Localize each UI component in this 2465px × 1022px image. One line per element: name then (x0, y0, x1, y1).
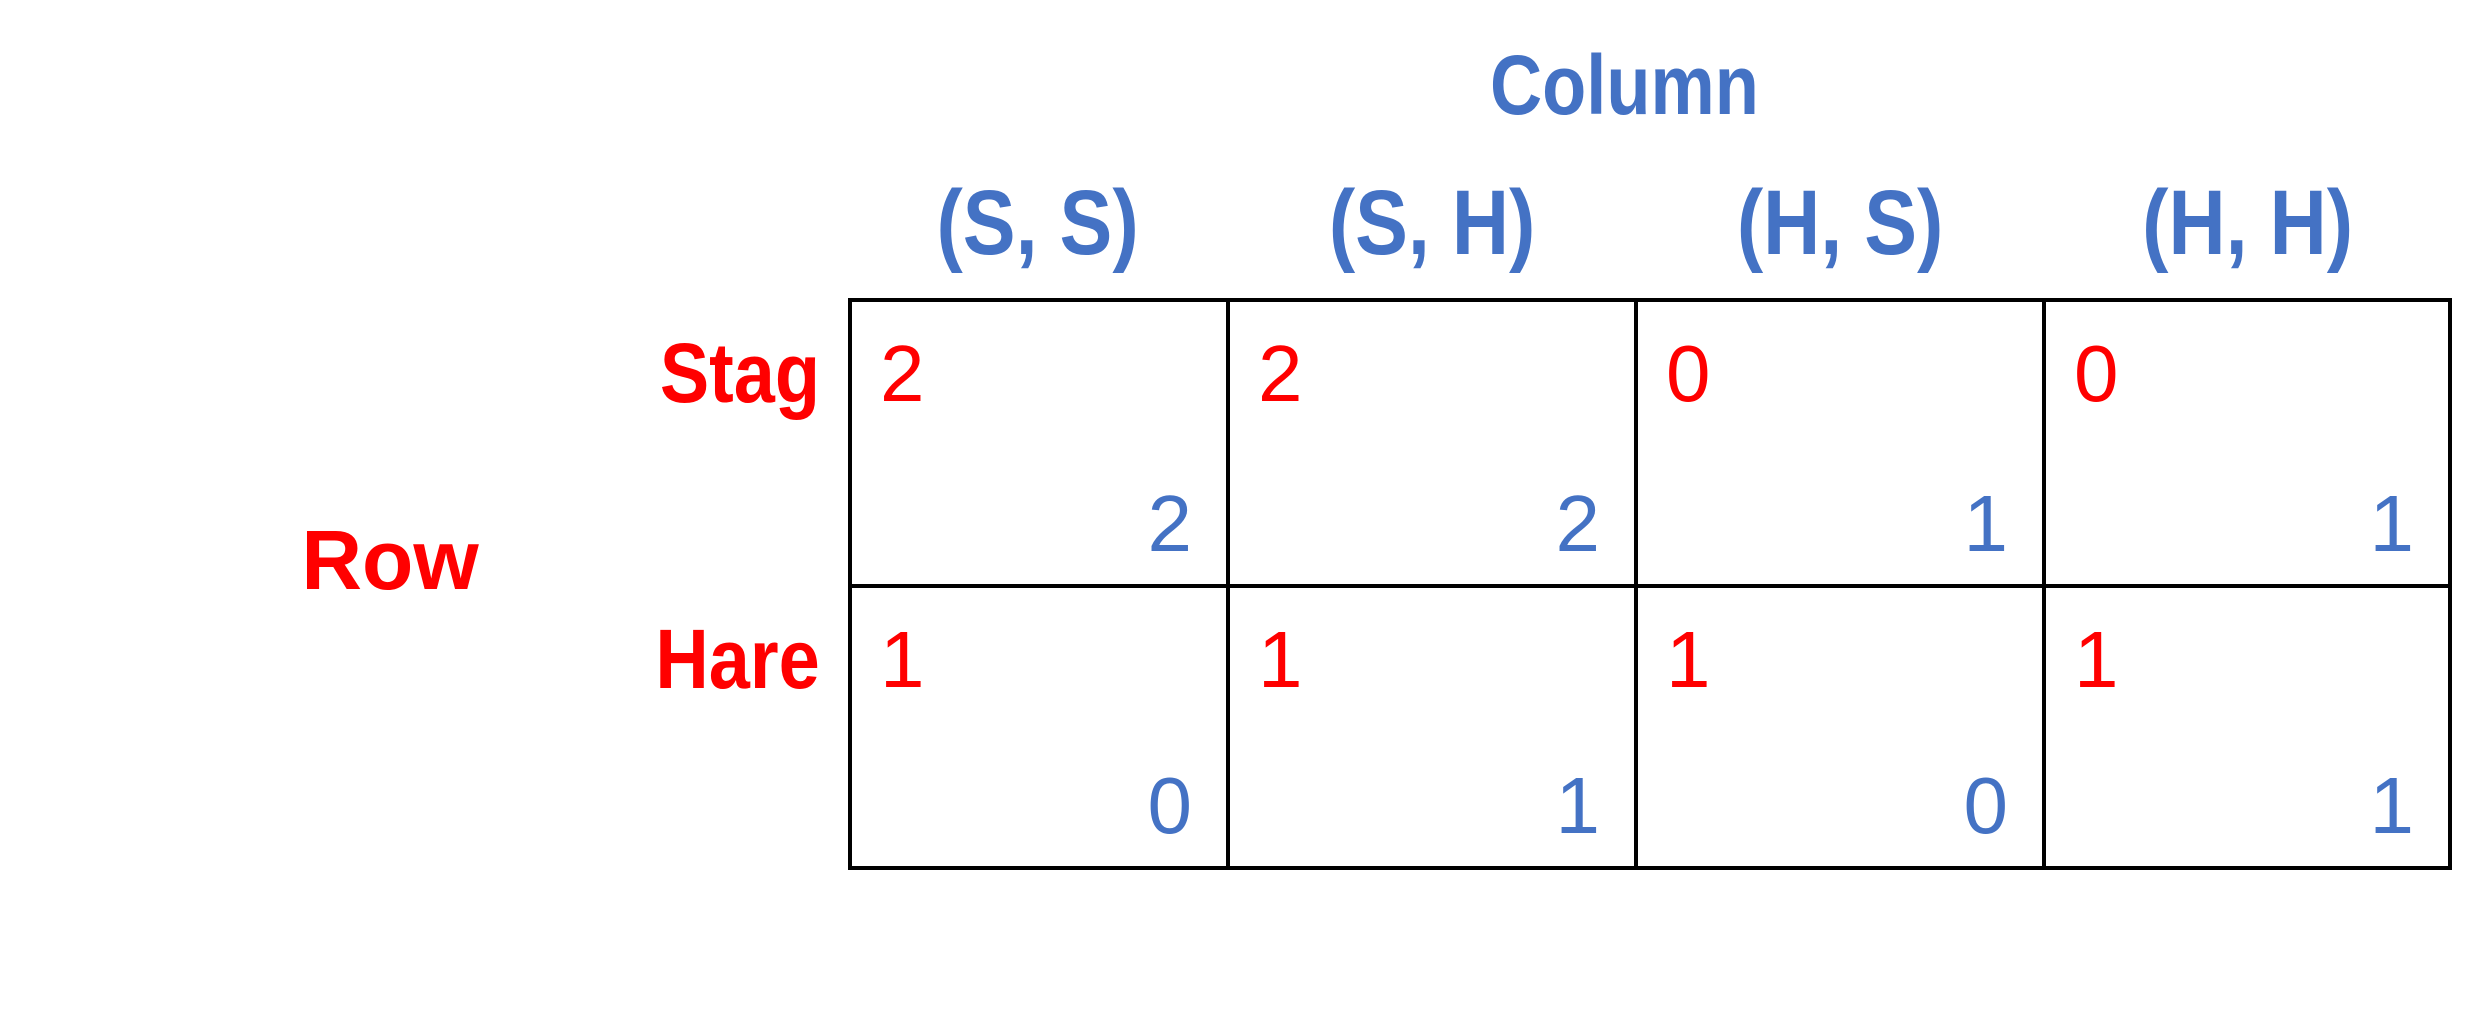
row-payoff: 1 (1666, 615, 1711, 704)
row-payoff: 2 (880, 329, 925, 418)
column-strategy-label: (H, H) (2142, 172, 2354, 274)
payoff-cell: 2 2 (852, 302, 1226, 584)
column-strategy-header: (H, H) (2044, 168, 2452, 278)
column-player-title: Column (1490, 38, 1759, 132)
row-player-title: Row (301, 513, 479, 607)
row-strategy-label: Stag (560, 318, 820, 428)
payoff-cell: 2 2 (1230, 302, 1634, 584)
column-strategy-label: (S, H) (1328, 172, 1536, 274)
row-payoff: 1 (880, 615, 925, 704)
row-payoff: 1 (2074, 615, 2119, 704)
payoff-cell: 1 1 (1230, 588, 1634, 866)
column-payoff: 2 (1147, 479, 1193, 568)
column-payoff: 0 (1963, 761, 2009, 850)
column-strategy-header: (S, H) (1228, 168, 1636, 278)
column-payoff: 1 (2369, 479, 2415, 568)
column-payoff: 2 (1555, 479, 1601, 568)
column-strategy-label: (H, S) (1736, 172, 1944, 274)
row-strategy-text: Hare (655, 612, 820, 706)
payoff-cell: 1 0 (852, 588, 1226, 866)
column-payoff: 1 (1963, 479, 2009, 568)
column-payoff: 1 (1555, 761, 1601, 850)
row-strategy-text: Stag (659, 326, 820, 420)
grid-divider-horizontal (848, 584, 2452, 588)
row-payoff: 0 (2074, 329, 2119, 418)
row-payoff: 1 (1258, 615, 1303, 704)
row-payoff: 2 (1258, 329, 1303, 418)
payoff-cell: 0 1 (1638, 302, 2042, 584)
row-payoff: 0 (1666, 329, 1711, 418)
column-strategy-header: (S, S) (848, 168, 1228, 278)
payoff-cell: 1 0 (1638, 588, 2042, 866)
payoff-cell: 0 1 (2046, 302, 2448, 584)
column-payoff: 1 (2369, 761, 2415, 850)
column-strategy-label: (S, S) (936, 172, 1140, 274)
column-payoff: 0 (1147, 761, 1193, 850)
column-strategy-header: (H, S) (1636, 168, 2044, 278)
row-strategy-label: Hare (560, 604, 820, 714)
payoff-cell: 1 1 (2046, 588, 2448, 866)
